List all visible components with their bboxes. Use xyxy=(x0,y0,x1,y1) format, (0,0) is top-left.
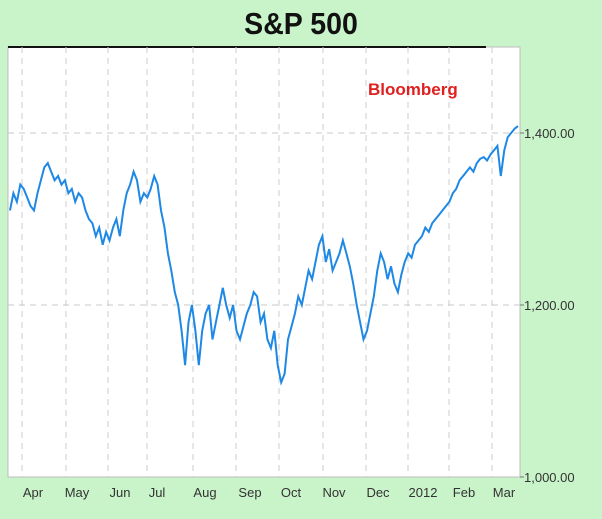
x-tick-label: Dec xyxy=(366,485,390,500)
x-tick-label: Oct xyxy=(281,485,302,500)
chart-title: S&P 500 xyxy=(244,6,358,41)
x-tick-label: Aug xyxy=(193,485,216,500)
x-tick-label: Jun xyxy=(110,485,131,500)
x-tick-label: Apr xyxy=(23,485,44,500)
plot-area xyxy=(7,46,521,478)
y-tick-label: 1,200.00 xyxy=(524,298,575,313)
x-tick-label: Jul xyxy=(149,485,166,500)
x-tick-label: Mar xyxy=(493,485,516,500)
y-tick-label: 1,000.00 xyxy=(524,470,575,485)
x-tick-label: Nov xyxy=(322,485,346,500)
x-tick-label: 2012 xyxy=(409,485,438,500)
y-tick-label: 1,400.00 xyxy=(524,126,575,141)
x-tick-label: Feb xyxy=(453,485,475,500)
x-tick-label: May xyxy=(65,485,90,500)
source-label: Bloomberg xyxy=(368,80,458,99)
x-tick-label: Sep xyxy=(238,485,261,500)
series-line xyxy=(9,125,519,386)
